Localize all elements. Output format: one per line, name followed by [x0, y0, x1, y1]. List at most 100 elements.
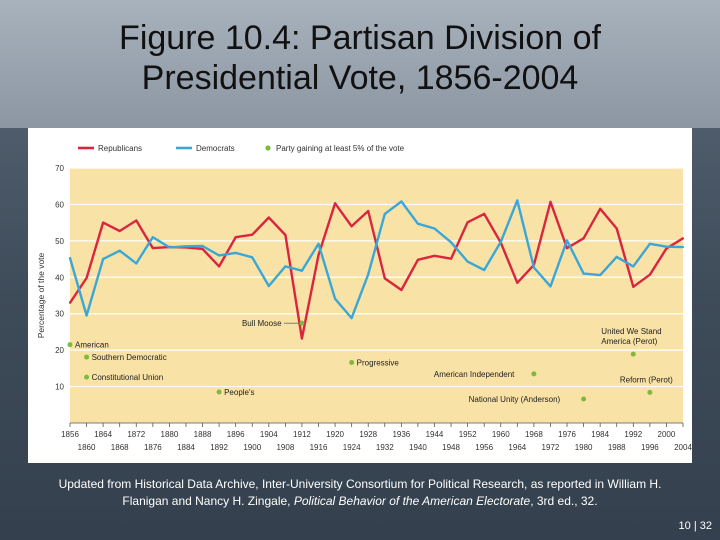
- x-tick-label-1860: 1860: [78, 443, 96, 452]
- data-point-republicans-1892: [218, 265, 221, 268]
- data-point-democrats-1856: [68, 256, 72, 260]
- data-point-republicans-1948: [449, 257, 453, 260]
- data-point-republicans-1940: [416, 258, 420, 261]
- data-point-republicans-1944: [433, 254, 436, 257]
- data-point-republicans-1980: [582, 237, 585, 240]
- data-point-democrats-1920: [333, 297, 337, 300]
- data-point-democrats-1968: [532, 266, 535, 269]
- x-tick-label-1996: 1996: [641, 443, 659, 452]
- third-party-point-progressive: [349, 360, 355, 366]
- data-point-republicans-1908: [284, 233, 287, 237]
- x-tick-label-1964: 1964: [508, 443, 526, 452]
- x-tick-label-1972: 1972: [542, 443, 560, 452]
- data-point-republicans-1952: [466, 221, 469, 224]
- data-point-democrats-1888: [201, 244, 204, 248]
- y-tick-label-40: 40: [55, 273, 64, 282]
- data-point-democrats-1984: [599, 274, 602, 277]
- data-point-democrats-1912: [300, 269, 304, 272]
- data-point-republicans-1984: [599, 207, 602, 210]
- x-tick-label-1948: 1948: [442, 443, 460, 452]
- x-tick-label-1916: 1916: [310, 443, 328, 452]
- y-tick-label-60: 60: [55, 200, 64, 209]
- third-party-point-reform-perot: [647, 389, 653, 395]
- x-tick-label-1876: 1876: [144, 443, 162, 452]
- slide-title: Figure 10.4: Partisan Division of Presid…: [0, 18, 720, 98]
- third-party-point-people-s: [216, 389, 222, 395]
- data-point-republicans-1864: [102, 221, 105, 224]
- data-point-democrats-1864: [102, 257, 105, 261]
- data-point-republicans-1888: [201, 247, 204, 250]
- y-axis-label: Percentage of the vote: [36, 252, 46, 338]
- data-point-republicans-1936: [400, 288, 403, 292]
- data-point-democrats-1904: [267, 284, 270, 288]
- data-point-democrats-2004: [681, 245, 685, 249]
- source-caption: Updated from Historical Data Archive, In…: [40, 476, 680, 510]
- data-point-republicans-2000: [665, 247, 668, 250]
- data-point-republicans-1876: [151, 247, 154, 250]
- data-point-republicans-1912: [300, 337, 304, 340]
- third-party-point-united-we-stand-america-perot: [630, 351, 636, 357]
- data-point-democrats-1876: [151, 236, 154, 239]
- data-point-democrats-1900: [251, 256, 254, 259]
- x-tick-label-1912: 1912: [293, 430, 311, 439]
- data-point-democrats-1972: [549, 285, 552, 288]
- third-party-point-national-unity-anderson: [581, 396, 587, 402]
- data-point-democrats-1928: [367, 273, 370, 276]
- legend-label-third-party: Party gaining at least 5% of the vote: [276, 144, 405, 153]
- data-point-democrats-1940: [416, 222, 420, 225]
- third-party-label-progressive: Progressive: [357, 359, 400, 368]
- x-tick-label-1928: 1928: [359, 430, 377, 439]
- x-tick-label-1872: 1872: [127, 430, 145, 439]
- third-party-label-bull-moose: Bull Moose: [242, 319, 282, 328]
- data-point-democrats-1944: [433, 227, 436, 230]
- y-tick-label-70: 70: [55, 164, 64, 173]
- third-party-label-national-unity-anderson: National Unity (Anderson): [469, 395, 561, 404]
- caption-text-1: Updated from Historical Data Archive, In…: [58, 477, 662, 508]
- data-point-democrats-1996: [648, 242, 651, 245]
- x-tick-label-1864: 1864: [94, 430, 112, 439]
- x-tick-label-2000: 2000: [658, 430, 676, 439]
- x-tick-label-1884: 1884: [177, 443, 195, 452]
- data-point-republicans-1856: [68, 301, 72, 304]
- x-axis: 1856 1864 1872 1880 1888 1896 1904 1912 1920 1928…: [61, 422, 692, 452]
- data-point-democrats-2000: [665, 245, 668, 248]
- x-tick-label-1920: 1920: [326, 430, 344, 439]
- data-point-democrats-1936: [400, 200, 403, 203]
- data-point-republicans-1904: [267, 216, 270, 219]
- x-tick-label-1892: 1892: [210, 443, 228, 452]
- third-party-label-american: American: [75, 341, 109, 350]
- data-point-republicans-1896: [234, 236, 237, 239]
- data-point-republicans-1932: [383, 277, 386, 280]
- third-party-label-southern-democratic: Southern Democratic: [92, 353, 167, 362]
- data-point-democrats-1868: [118, 249, 121, 252]
- data-point-democrats-1980: [582, 272, 585, 275]
- data-point-democrats-1988: [615, 255, 618, 258]
- data-point-democrats-1896: [234, 251, 237, 254]
- data-point-democrats-1892: [218, 254, 221, 257]
- partisan-vote-chart: Republicans Democrats Party gaining at lea…: [36, 144, 692, 452]
- data-point-democrats-1948: [449, 241, 453, 244]
- x-tick-label-1968: 1968: [525, 430, 543, 439]
- x-tick-label-1956: 1956: [475, 443, 493, 452]
- data-point-democrats-1976: [565, 239, 569, 242]
- x-tick-label-1924: 1924: [343, 443, 361, 452]
- third-party-label-american-independent: American Independent: [434, 370, 515, 379]
- third-party-point-american-independent: [531, 371, 537, 377]
- data-point-republicans-1964: [516, 281, 519, 284]
- x-tick-label-1944: 1944: [426, 430, 444, 439]
- legend-label-democrats: Democrats: [196, 144, 235, 153]
- y-tick-label-10: 10: [55, 383, 64, 392]
- data-point-republicans-1872: [135, 219, 138, 222]
- data-point-democrats-1860: [85, 314, 88, 317]
- data-point-democrats-1884: [184, 245, 188, 248]
- chart-container: Republicans Democrats Party gaining at lea…: [28, 128, 692, 463]
- data-point-democrats-1952: [466, 260, 469, 263]
- data-point-republicans-2004: [681, 237, 685, 240]
- data-point-democrats-1924: [350, 316, 353, 320]
- data-point-republicans-1924: [350, 225, 353, 228]
- data-point-democrats-1964: [516, 199, 519, 202]
- y-tick-label-20: 20: [55, 346, 64, 355]
- data-point-republicans-1988: [615, 227, 618, 230]
- data-point-republicans-1956: [483, 212, 486, 215]
- x-tick-label-1988: 1988: [608, 443, 626, 452]
